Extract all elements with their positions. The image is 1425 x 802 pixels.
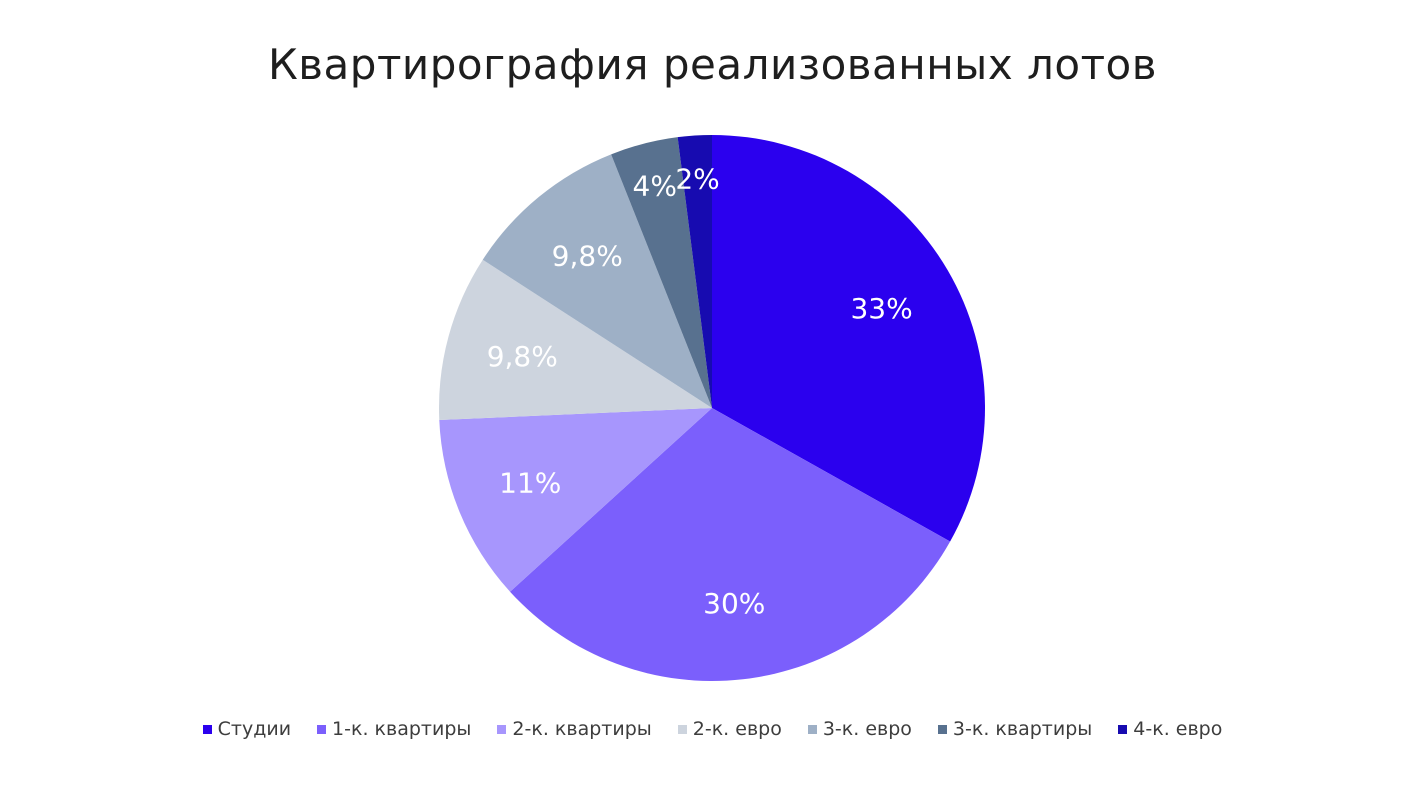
pie-slice-label-6: 4% bbox=[633, 169, 677, 202]
pie-slice-7 bbox=[677, 135, 712, 408]
legend-swatch-6 bbox=[937, 724, 947, 734]
pie-slice-label-3: 11% bbox=[499, 466, 561, 499]
legend-label-5: 3-к. евро bbox=[822, 718, 912, 740]
pie-slice-label-7: 2% bbox=[675, 163, 719, 196]
pie-slice-4 bbox=[439, 259, 712, 421]
legend-item-7: 4-к. евро bbox=[1118, 718, 1222, 740]
legend-swatch-1 bbox=[202, 724, 212, 734]
chart-legend: Студии 1-к. квартиры 2-к. квартиры 2-к. евр… bbox=[0, 718, 1425, 740]
legend-label-7: 4-к. евро bbox=[1133, 718, 1223, 740]
legend-item-2: 1-к. квартиры bbox=[317, 718, 471, 740]
legend-label-3: 2-к. квартиры bbox=[512, 718, 652, 740]
legend-label-2: 1-к. квартиры bbox=[332, 718, 472, 740]
pie-slice-3 bbox=[439, 408, 712, 592]
legend-swatch-5 bbox=[807, 724, 817, 734]
legend-label-4: 2-к. евро bbox=[692, 718, 782, 740]
legend-swatch-4 bbox=[677, 724, 687, 734]
pie-slice-label-1: 33% bbox=[850, 292, 912, 325]
legend-label-1: Студии bbox=[217, 718, 292, 740]
legend-swatch-2 bbox=[317, 724, 327, 734]
chart-title: Квартирография реализованных лотов bbox=[267, 40, 1157, 89]
legend-item-6: 3-к. квартиры bbox=[937, 718, 1093, 740]
pie-slice-2 bbox=[510, 408, 951, 682]
pie-slice-5 bbox=[482, 154, 712, 408]
pie-slice-6 bbox=[611, 137, 712, 408]
pie-slice-label-5: 9,8% bbox=[552, 240, 623, 273]
legend-item-3: 2-к. квартиры bbox=[497, 718, 652, 740]
pie-slice-label-4: 9,8% bbox=[487, 340, 558, 373]
legend-item-4: 2-к. евро bbox=[677, 718, 782, 740]
legend-swatch-3 bbox=[497, 724, 507, 734]
pie-slice-label-2: 30% bbox=[703, 587, 765, 620]
pie-slice-1 bbox=[712, 135, 985, 542]
legend-swatch-7 bbox=[1118, 724, 1128, 734]
legend-item-5: 3-к. евро bbox=[807, 718, 912, 740]
legend-item-1: Студии bbox=[202, 718, 292, 740]
legend-label-6: 3-к. квартиры bbox=[952, 718, 1093, 740]
